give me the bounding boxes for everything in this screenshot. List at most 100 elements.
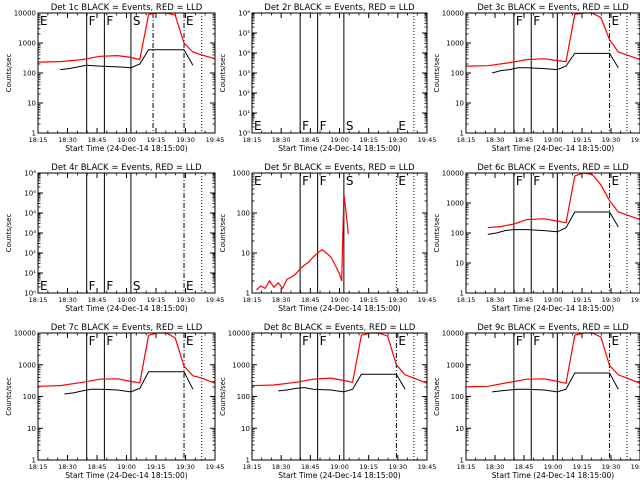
x-tick-label: 18:45 — [88, 463, 107, 471]
y-tick-label: 10² — [24, 250, 36, 258]
panel-title: Det 8c BLACK = Events, RED = LLD — [264, 323, 416, 333]
x-tick-label: 18:30 — [272, 463, 291, 471]
detector-panel-2: Det 2r BLACK = Events, RED = LLD Counts/s… — [219, 3, 436, 153]
panel-title: Det 9c BLACK = Events, RED = LLD — [477, 323, 629, 333]
x-axis-label: Start Time (24-Dec-14 18:15:00) — [65, 304, 187, 313]
events-series-line — [64, 371, 194, 395]
y-tick-label: 1000 — [446, 40, 464, 48]
y-tick-label: 10² — [238, 90, 250, 98]
x-tick-label: 19:00 — [544, 136, 563, 144]
detector-panel-5: Det 5r BLACK = Events, RED = LLD Counts/s… — [219, 163, 436, 313]
x-axis-label: Start Time (24-Dec-14 18:15:00) — [278, 144, 400, 153]
marker-F: F — [320, 119, 327, 133]
marker-F: F — [302, 174, 309, 188]
y-tick-label: 10⁰ — [24, 290, 36, 298]
marker-F: F — [533, 14, 540, 28]
y-tick-label: 10000 — [442, 330, 464, 338]
lld-series-line — [487, 172, 640, 229]
x-tick-label: 19:30 — [388, 296, 407, 304]
x-tick-label: 18:45 — [88, 136, 107, 144]
marker-F: F — [89, 279, 96, 293]
x-axis-label: Start Time (24-Dec-14 18:15:00) — [65, 144, 187, 153]
y-tick-label: 10⁵ — [24, 190, 36, 198]
y-tick-label: 1 — [460, 457, 464, 465]
x-tick-label: 18:30 — [272, 296, 291, 304]
plot-frame — [37, 332, 216, 461]
x-tick-label: 18:45 — [515, 463, 534, 471]
marker-S: S — [346, 174, 354, 188]
x-tick-label: 19:45 — [418, 463, 437, 471]
y-tick-label: 100 — [23, 393, 36, 401]
x-tick-label: 18:45 — [515, 136, 534, 144]
marker-E: E — [612, 14, 620, 28]
plot-frame — [251, 172, 428, 294]
y-tick-label: 1 — [32, 457, 36, 465]
x-tick-label: 19:15 — [573, 136, 592, 144]
y-tick-label: 10000 — [442, 10, 464, 18]
y-tick-label: 100 — [237, 393, 250, 401]
x-tick-label: 18:15 — [243, 296, 262, 304]
x-axis-label: Start Time (24-Dec-14 18:15:00) — [492, 471, 614, 480]
x-tick-label: 18:30 — [58, 463, 77, 471]
lld-series-line — [37, 12, 216, 63]
plot-frame — [37, 172, 216, 294]
y-tick-label: 10000 — [228, 330, 250, 338]
y-tick-label: 10000 — [442, 170, 464, 178]
lld-series-line — [465, 12, 640, 67]
x-tick-label: 19:15 — [573, 296, 592, 304]
x-tick-label: 18:15 — [457, 296, 476, 304]
events-series-line — [487, 211, 619, 235]
x-tick-label: 19:00 — [544, 463, 563, 471]
marker-S: S — [133, 14, 141, 28]
x-tick-label: 19:45 — [631, 463, 640, 471]
marker-F: F — [320, 334, 327, 348]
marker-E: E — [40, 279, 48, 293]
y-tick-label: 10000 — [14, 330, 36, 338]
y-axis-label: Counts/sec — [219, 377, 227, 416]
panel-title: Det 7c BLACK = Events, RED = LLD — [51, 323, 203, 333]
marker-S: S — [133, 279, 141, 293]
y-tick-label: 100 — [237, 210, 250, 218]
x-tick-label: 19:15 — [147, 296, 166, 304]
x-tick-label: 19:00 — [330, 296, 349, 304]
x-tick-label: 18:30 — [486, 463, 505, 471]
x-tick-label: 19:00 — [117, 463, 136, 471]
detector-panel-1: Det 1c BLACK = Events, RED = LLD Counts/s… — [5, 3, 224, 153]
panel-title: Det 5r BLACK = Events, RED = LLD — [264, 163, 415, 173]
y-tick-label: 10 — [455, 260, 464, 268]
events-series-line — [491, 52, 619, 74]
lld-series-line — [256, 193, 349, 291]
marker-E: E — [398, 334, 406, 348]
x-tick-label: 18:45 — [515, 296, 534, 304]
x-tick-label: 19:30 — [388, 463, 407, 471]
x-tick-label: 19:15 — [573, 463, 592, 471]
plot-frame — [465, 332, 640, 461]
marker-S: S — [346, 119, 354, 133]
marker-F: F — [106, 14, 113, 28]
lld-series-line — [251, 332, 428, 387]
marker-F: F — [516, 334, 523, 348]
y-tick-label: 10⁴ — [238, 50, 250, 58]
events-series-line — [492, 372, 619, 393]
marker-F: F — [302, 119, 309, 133]
marker-E: E — [186, 14, 194, 28]
detector-panel-6: Det 6c BLACK = Events, RED = LLD Counts/s… — [433, 163, 640, 313]
y-tick-label: 10 — [241, 425, 250, 433]
x-tick-label: 19:00 — [117, 296, 136, 304]
x-tick-label: 19:30 — [602, 136, 621, 144]
x-tick-label: 19:30 — [602, 296, 621, 304]
x-tick-label: 19:00 — [330, 463, 349, 471]
y-tick-label: 100 — [451, 230, 464, 238]
marker-F: F — [516, 174, 523, 188]
marker-E: E — [254, 119, 262, 133]
y-tick-label: 1 — [246, 290, 250, 298]
y-tick-label: 10⁶ — [24, 170, 36, 178]
x-tick-label: 18:45 — [88, 296, 107, 304]
marker-F: F — [89, 334, 96, 348]
plot-frame — [465, 172, 640, 294]
y-axis-label: Counts/sec — [433, 54, 441, 93]
lld-series-line — [37, 332, 216, 387]
y-tick-label: 1 — [460, 290, 464, 298]
x-tick-label: 18:30 — [58, 136, 77, 144]
